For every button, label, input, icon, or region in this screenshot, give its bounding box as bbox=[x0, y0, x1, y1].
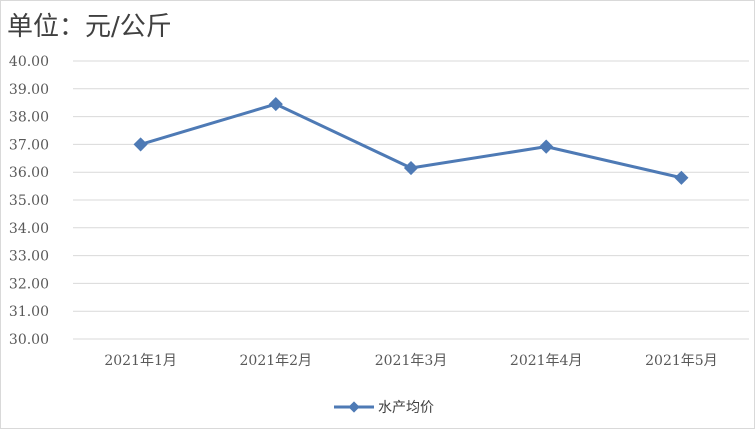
data-point-marker bbox=[268, 97, 283, 112]
y-tick-label: 38.00 bbox=[9, 110, 49, 126]
y-axis-ticks: 40.00 39.00 38.00 37.00 36.00 35.00 34.00 33.00… bbox=[9, 54, 49, 348]
x-category-label: 2021年5月 bbox=[645, 353, 718, 369]
y-tick-label: 36.00 bbox=[9, 165, 49, 181]
x-category-label: 2021年4月 bbox=[510, 353, 583, 369]
data-point-marker bbox=[403, 160, 419, 176]
y-tick-label: 30.00 bbox=[9, 332, 49, 348]
data-point-marker bbox=[674, 170, 689, 185]
chart-title: 单位：元/公斤 bbox=[7, 12, 172, 42]
y-tick-label: 40.00 bbox=[9, 54, 49, 70]
data-point-marker bbox=[133, 137, 148, 152]
y-tick-label: 39.00 bbox=[9, 82, 49, 98]
legend: 水产均价 bbox=[334, 400, 434, 416]
y-tick-label: 31.00 bbox=[9, 304, 49, 320]
y-tick-label: 35.00 bbox=[9, 193, 49, 209]
y-tick-label: 37.00 bbox=[9, 137, 49, 153]
x-category-label: 2021年3月 bbox=[375, 353, 448, 369]
y-tick-label: 33.00 bbox=[9, 249, 49, 265]
legend-diamond-marker bbox=[348, 401, 360, 413]
x-axis-categories: 2021年1月 2021年2月 2021年3月 2021年4月 2021年5月 bbox=[104, 353, 717, 369]
y-tick-label: 32.00 bbox=[9, 276, 49, 292]
x-category-label: 2021年1月 bbox=[104, 353, 177, 369]
data-point-marker bbox=[539, 139, 554, 154]
y-tick-label: 34.00 bbox=[9, 221, 49, 237]
x-category-label: 2021年2月 bbox=[240, 353, 313, 369]
legend-label: 水产均价 bbox=[378, 400, 434, 416]
series-layer bbox=[133, 97, 689, 185]
gridlines bbox=[73, 60, 749, 340]
